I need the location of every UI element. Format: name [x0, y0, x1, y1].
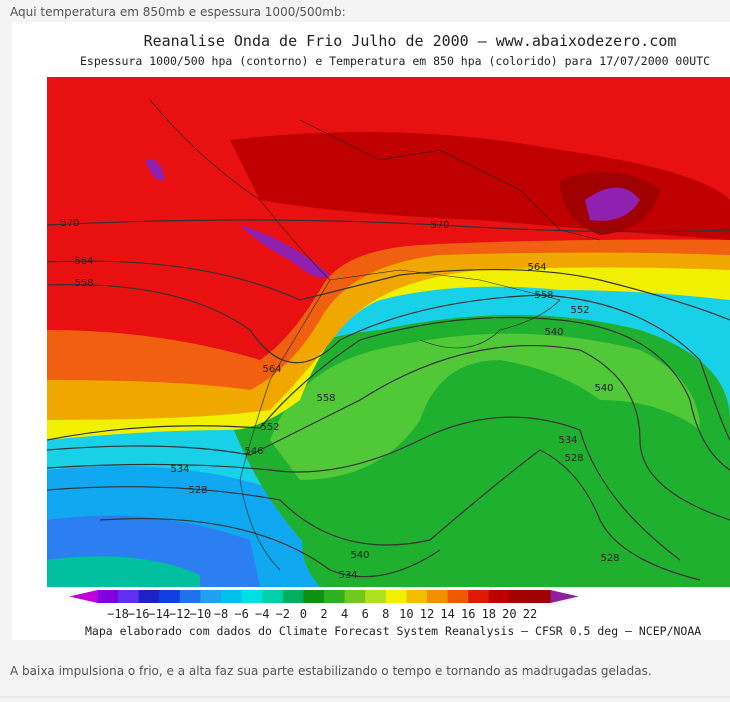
colorbar-swatch	[447, 590, 469, 603]
contour-label: 558	[534, 290, 553, 301]
contour-label: 528	[600, 553, 619, 564]
colorbar-label: 12	[420, 607, 434, 621]
colorbar-swatch	[406, 590, 428, 603]
colorbar-label: 16	[461, 607, 475, 621]
colorbar-swatch	[488, 590, 510, 603]
contour-label: 540	[350, 550, 369, 561]
contour-label: 552	[260, 422, 279, 433]
colorbar-label: −18	[107, 607, 129, 621]
colorbar-arrow	[550, 590, 579, 603]
colorbar-swatch	[200, 590, 222, 603]
map-subtitle: Espessura 1000/500 hpa (contorno) e Temp…	[80, 54, 710, 68]
colorbar-label: −12	[169, 607, 191, 621]
temperature-map	[47, 77, 730, 587]
colorbar-swatch	[118, 590, 140, 603]
contour-label: 534	[170, 464, 189, 475]
colorbar-label: 14	[440, 607, 454, 621]
colorbar-swatch	[241, 590, 263, 603]
contour-label: 540	[544, 327, 563, 338]
colorbar-label: 6	[362, 607, 369, 621]
colorbar-swatch	[282, 590, 304, 603]
post-caption: A baixa impulsiona o frio, e a alta faz …	[10, 664, 652, 678]
colorbar-swatch	[509, 590, 531, 603]
colorbar-swatch	[385, 590, 407, 603]
colorbar-label: 20	[502, 607, 516, 621]
map-credit: Mapa elaborado com dados do Climate Fore…	[85, 624, 701, 638]
contour-label: 528	[564, 453, 583, 464]
colorbar-label: −16	[128, 607, 150, 621]
colorbar-swatch	[365, 590, 387, 603]
map-title: Reanalise Onda de Frio Julho de 2000 — w…	[144, 32, 677, 50]
colorbar-label: −14	[148, 607, 170, 621]
post-header: Aqui temperatura em 850mb e espessura 10…	[10, 5, 346, 19]
colorbar-label: 4	[341, 607, 348, 621]
colorbar-label: −10	[190, 607, 212, 621]
colorbar-swatch	[468, 590, 490, 603]
contour-label: 534	[558, 435, 577, 446]
contour-label: 558	[74, 278, 93, 289]
colorbar-label: −8	[214, 607, 228, 621]
contour-label: 564	[74, 256, 93, 267]
colorbar-label: −2	[276, 607, 290, 621]
colorbar-label: 18	[482, 607, 496, 621]
colorbar-swatch	[303, 590, 325, 603]
colorbar-swatch	[179, 590, 201, 603]
colorbar-label: 2	[320, 607, 327, 621]
contour-label: 534	[338, 570, 357, 581]
contour-label: 546	[244, 446, 263, 457]
contour-label: 558	[316, 393, 335, 404]
colorbar-swatch	[138, 590, 160, 603]
colorbar-swatch	[97, 590, 119, 603]
contour-label: 570	[430, 220, 449, 231]
colorbar-swatch	[324, 590, 346, 603]
colorbar-swatch	[427, 590, 449, 603]
contour-label: 564	[527, 262, 546, 273]
contour-label: 540	[594, 383, 613, 394]
contour-label: 564	[262, 364, 281, 375]
contour-label: 570	[60, 218, 79, 229]
colorbar-swatch	[344, 590, 366, 603]
contour-label: 528	[188, 485, 207, 496]
colorbar-arrow	[69, 590, 98, 603]
colorbar-swatch	[159, 590, 181, 603]
colorbar-label: 10	[399, 607, 413, 621]
colorbar-swatch	[530, 590, 552, 603]
colorbar-label: 22	[523, 607, 537, 621]
colorbar-label: −6	[234, 607, 248, 621]
contour-label: 552	[570, 305, 589, 316]
colorbar-label: 0	[300, 607, 307, 621]
colorbar-label: 8	[382, 607, 389, 621]
colorbar-swatch	[262, 590, 284, 603]
colorbar-label: −4	[255, 607, 269, 621]
colorbar-swatch	[221, 590, 243, 603]
